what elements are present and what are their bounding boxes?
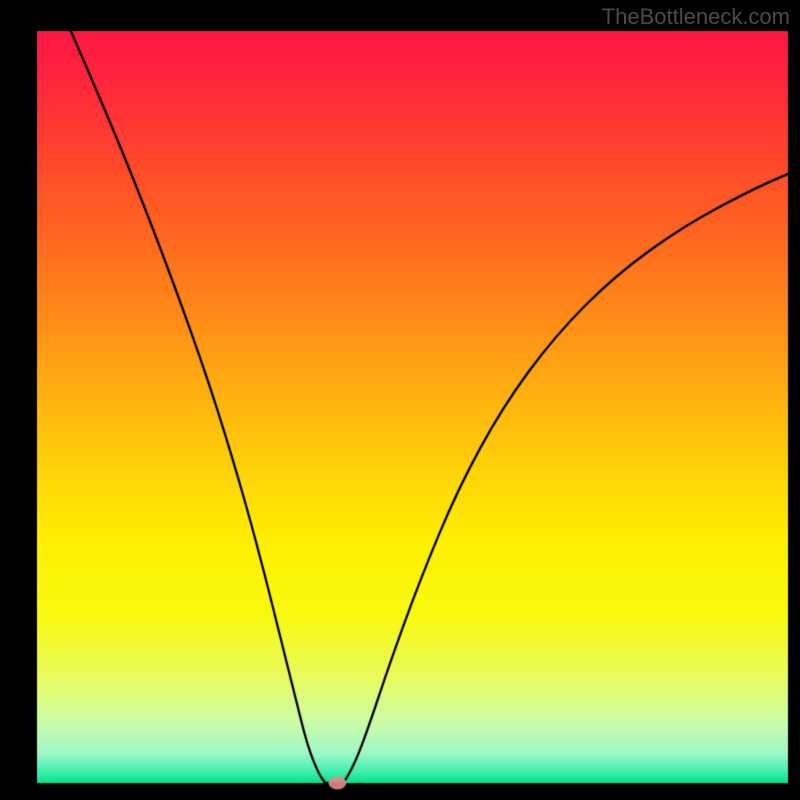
bottleneck-chart-canvas bbox=[0, 0, 800, 800]
chart-container: TheBottleneck.com bbox=[0, 0, 800, 800]
watermark-text: TheBottleneck.com bbox=[602, 4, 790, 30]
